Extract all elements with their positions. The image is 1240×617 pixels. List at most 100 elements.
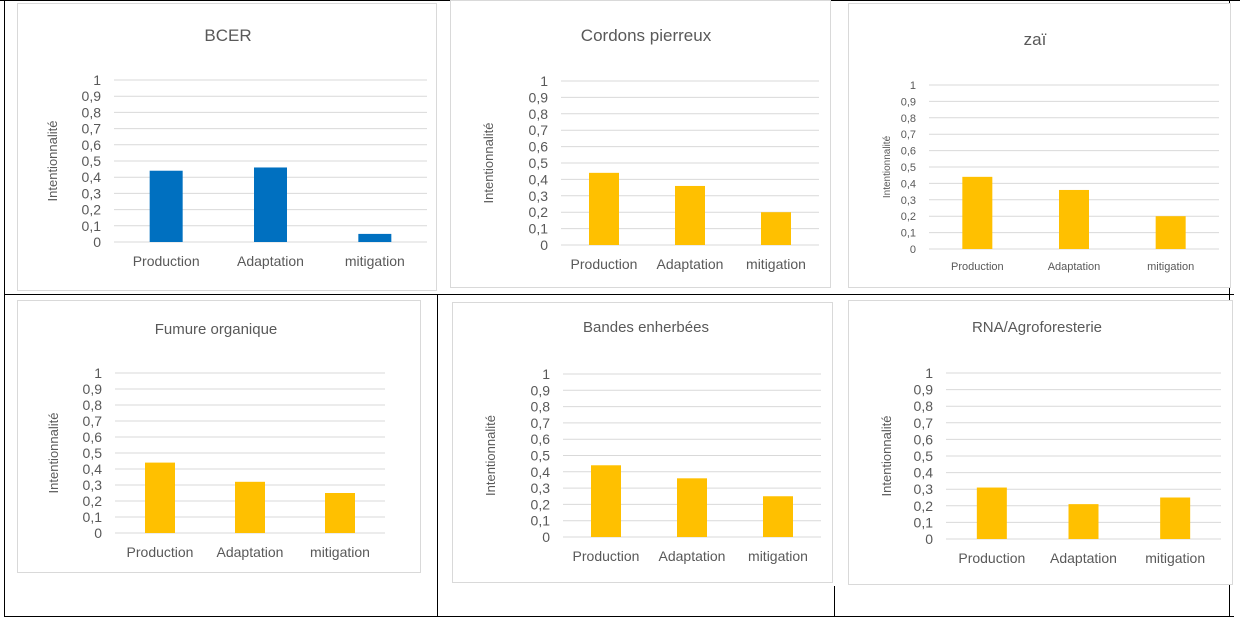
y-tick-label: 0,4	[914, 465, 934, 481]
y-tick-label: 0,1	[529, 221, 549, 237]
y-tick-label: 0,9	[531, 382, 551, 398]
chart-title: Fumure organique	[155, 321, 278, 338]
y-tick-label: 0,5	[83, 445, 103, 461]
y-tick-label: 1	[93, 72, 101, 88]
y-tick-label: 1	[910, 80, 916, 92]
x-category-label: Adaptation	[657, 256, 724, 272]
y-tick-label: 0,1	[901, 228, 916, 240]
x-category-label: Adaptation	[237, 253, 304, 269]
y-tick-label: 0,9	[83, 381, 103, 397]
y-tick-label: 0	[925, 531, 933, 547]
bar	[235, 481, 265, 533]
table-rule-middle	[4, 294, 1234, 295]
y-tick-label: 0,4	[901, 178, 916, 190]
y-axis-label: Intentionnalité	[879, 416, 894, 497]
bar	[149, 170, 183, 242]
y-tick-label: 0,3	[914, 481, 934, 497]
bar	[962, 176, 993, 249]
y-tick-label: 0,5	[82, 153, 102, 169]
y-tick-label: 0	[540, 237, 548, 253]
y-tick-label: 0,7	[82, 121, 102, 137]
y-tick-label: 0,3	[531, 480, 551, 496]
y-tick-label: 1	[94, 365, 102, 381]
y-tick-label: 1	[542, 366, 550, 382]
y-tick-label: 0,5	[901, 162, 916, 174]
y-tick-label: 0,6	[901, 146, 916, 158]
bar	[325, 493, 355, 533]
bar	[591, 465, 621, 537]
y-tick-label: 0,6	[82, 137, 102, 153]
x-category-label: Adaptation	[1048, 261, 1101, 273]
chart-panel-zai: zaï 0 0,1 0,2 0,3 0,4 0,5 0,6 0,7 0,8 0,9 1 Intentio…	[848, 3, 1231, 288]
y-tick-label: 0,2	[529, 204, 549, 220]
y-tick-label: 0,3	[529, 188, 549, 204]
y-axis-label: Intentionnalité	[45, 121, 60, 202]
bar	[1059, 189, 1089, 249]
y-axis-label: Intentionnalité	[46, 413, 61, 494]
x-category-label: Adaptation	[1050, 550, 1117, 566]
y-axis-label: Intentionnalité	[483, 415, 498, 496]
x-category-label: Adaptation	[659, 548, 726, 564]
chart-title: Cordons pierreux	[581, 26, 712, 45]
chart-panel-fumure-organique: Fumure organique 0 0,1 0,2 0,3 0,4 0,5 0,6 0,7 0,…	[17, 300, 421, 573]
bar	[976, 487, 1007, 539]
y-tick-label: 0	[93, 234, 101, 250]
y-tick-label: 0,2	[901, 211, 916, 223]
chart-cordons-pierreux: Cordons pierreux00,10,20,30,40,50,60,70,…	[481, 26, 819, 272]
y-tick-label: 0,4	[529, 171, 549, 187]
y-tick-label: 0,8	[901, 113, 916, 125]
chart-panel-cordons-pierreux: Cordons pierreux 0 0,1 0,2 0,3 0,4 0,5 0,6 0,7 0,…	[450, 0, 831, 288]
x-category-label: mitigation	[748, 548, 808, 564]
y-tick-label: 0,6	[83, 429, 103, 445]
x-category-label: Adaptation	[217, 544, 284, 560]
x-category-label: Production	[951, 261, 1004, 273]
y-tick-label: 0,4	[83, 461, 103, 477]
bar	[358, 233, 392, 242]
y-tick-label: 0,4	[82, 169, 102, 185]
y-tick-label: 0	[94, 525, 102, 541]
y-tick-label: 0,7	[901, 129, 916, 141]
y-tick-label: 0,6	[529, 139, 549, 155]
chart-title: RNA/Agroforesterie	[972, 319, 1102, 336]
x-category-label: Production	[127, 544, 194, 560]
x-category-label: mitigation	[310, 544, 370, 560]
chart-title: Bandes enherbées	[583, 319, 709, 336]
chart-panel-rna-agroforesterie: RNA/Agroforesterie 0 0,1 0,2 0,3 0,4 0,5 0,6 0,7…	[848, 300, 1233, 585]
bar	[145, 462, 175, 533]
y-tick-label: 0	[542, 529, 550, 545]
y-tick-label: 0,9	[529, 89, 549, 105]
y-axis-label: Intentionnalité	[882, 135, 893, 198]
table-rule-col2	[834, 586, 835, 617]
chart-rna-agroforesterie: RNA/Agroforesterie 00,10,20,30,40,50,60,7…	[879, 319, 1221, 566]
y-tick-label: 0,8	[82, 104, 102, 120]
y-tick-label: 0,2	[83, 493, 103, 509]
y-tick-label: 0,8	[914, 398, 934, 414]
y-tick-label: 0,8	[83, 397, 103, 413]
chart-zai: zaï 0 0,1 0,2 0,3 0,4 0,5 0,6 0,7 0,8 0,9 1 Intentio…	[882, 30, 1219, 273]
y-tick-label: 0,1	[914, 514, 934, 530]
x-category-label: Production	[133, 253, 200, 269]
y-tick-label: 1	[925, 365, 933, 381]
y-tick-label: 0,4	[531, 464, 551, 480]
bar	[675, 185, 705, 245]
chart-bandes-enherbees: Bandes enherbées00,10,20,30,40,50,60,70,…	[483, 319, 821, 564]
y-tick-label: 0,2	[914, 498, 934, 514]
bar	[677, 478, 707, 537]
y-tick-label: 0,8	[531, 399, 551, 415]
y-tick-label: 0,9	[82, 88, 102, 104]
y-tick-label: 0,7	[914, 415, 934, 431]
y-tick-label: 0,8	[529, 106, 549, 122]
bar	[1160, 497, 1191, 539]
y-tick-label: 0,1	[531, 513, 551, 529]
y-tick-label: 0,3	[83, 477, 103, 493]
y-tick-label: 0	[910, 244, 916, 256]
bar	[254, 167, 287, 242]
table-rule-col1	[437, 294, 438, 617]
y-tick-label: 0,6	[531, 431, 551, 447]
chart-bcer: BCER 00,10,20,30,40,50,60,70,80,91 Intenti…	[45, 26, 427, 269]
chart-title: zaï	[1024, 30, 1047, 49]
table-rule-left	[4, 0, 5, 617]
y-tick-label: 0,5	[914, 448, 934, 464]
bar	[763, 496, 793, 537]
chart-title: BCER	[204, 26, 251, 45]
